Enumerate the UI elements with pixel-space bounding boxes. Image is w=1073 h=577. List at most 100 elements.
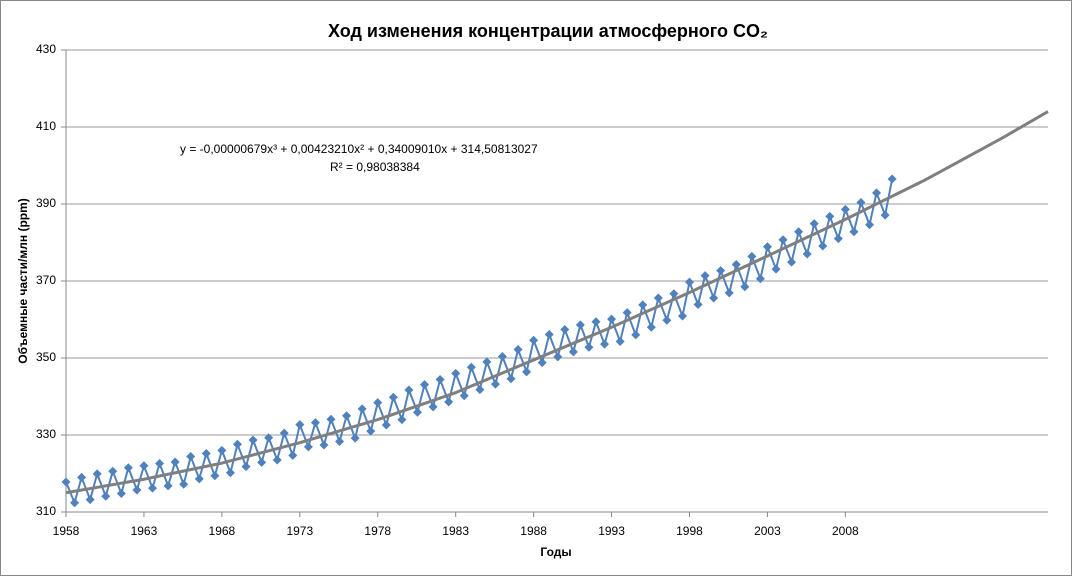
marker [335,437,345,447]
marker [217,445,227,455]
marker [303,442,313,452]
marker [825,211,835,221]
marker [342,411,352,421]
marker [490,379,500,389]
marker [350,433,360,443]
marker [428,402,438,412]
marker [840,204,850,214]
marker [740,282,750,292]
x-tick-label: 1983 [442,524,469,538]
marker [771,264,781,274]
marker [709,293,719,303]
chart-title: Ход изменения концентрации атмосферного … [328,21,768,41]
marker [568,347,578,357]
marker [179,479,189,489]
marker [388,392,398,402]
marker [513,345,523,355]
y-tick-label: 410 [36,119,56,133]
marker [747,251,757,261]
marker [279,428,289,438]
marker [272,455,282,465]
marker [669,289,679,299]
marker [85,495,95,505]
trend-line [65,110,1049,495]
marker [653,293,663,303]
marker [451,368,461,378]
x-tick-label: 1958 [53,524,80,538]
x-tick-label: 1993 [598,524,625,538]
marker [887,174,897,184]
marker [210,471,220,481]
marker [794,227,804,237]
marker [139,461,149,471]
marker [497,351,507,361]
marker [248,435,258,445]
marker [319,440,329,450]
marker [116,489,126,499]
marker [778,235,788,245]
x-tick-label: 1988 [520,524,547,538]
marker [677,311,687,321]
marker [529,335,539,345]
marker [357,404,367,414]
marker [544,330,554,340]
marker [366,426,376,436]
marker [684,277,694,287]
x-tick-label: 1973 [286,524,313,538]
marker [591,317,601,327]
x-tick-label: 2003 [754,524,781,538]
marker [92,469,102,479]
marker [872,188,882,198]
x-tick-label: 1968 [209,524,236,538]
equation: y = -0,00000679x³ + 0,00423210x² + 0,340… [180,142,538,156]
marker [631,330,641,340]
marker [381,420,391,430]
marker [575,320,585,330]
r-squared: R² = 0,98038384 [330,160,420,174]
marker [724,288,734,298]
marker [459,391,469,401]
marker [257,457,267,467]
marker [444,397,454,407]
marker [295,420,305,430]
marker [833,234,843,244]
marker [466,362,476,372]
marker [506,374,516,384]
x-tick-label: 1998 [676,524,703,538]
marker [373,398,383,408]
marker [194,474,204,484]
marker [600,339,610,349]
marker [762,242,772,252]
marker [849,227,859,237]
marker [108,466,118,476]
marker [584,342,594,352]
marker [856,197,866,207]
marker [435,375,445,385]
marker [482,357,492,367]
marker [170,457,180,467]
y-tick-label: 390 [36,196,56,210]
x-tick-label: 2008 [832,524,859,538]
marker [537,358,547,368]
marker [638,300,648,310]
marker [155,458,165,468]
marker [693,299,703,309]
marker [560,325,570,335]
marker [646,322,656,332]
marker [241,462,251,472]
marker [818,241,828,251]
marker [802,249,812,259]
x-tick-label: 1963 [131,524,158,538]
marker [132,485,142,495]
marker [310,418,320,428]
marker [755,274,765,284]
marker [326,414,336,424]
marker [607,314,617,324]
marker [420,380,430,390]
x-axis-title: Годы [540,545,571,559]
marker [522,367,532,377]
y-tick-label: 430 [36,42,56,56]
marker [809,219,819,229]
marker [397,415,407,425]
